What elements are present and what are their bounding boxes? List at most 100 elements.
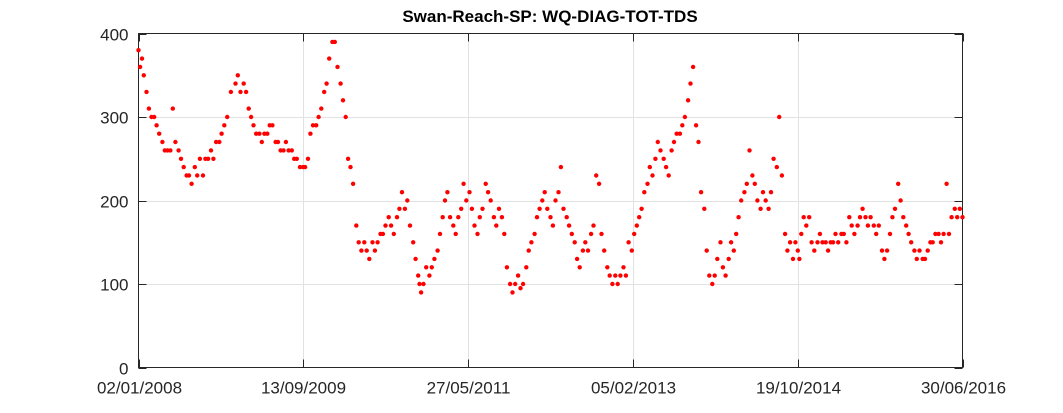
data-point <box>680 123 685 128</box>
data-point <box>613 273 618 278</box>
y-tick-label: 100 <box>100 276 128 295</box>
data-point <box>825 248 831 253</box>
data-point <box>160 139 165 145</box>
data-point <box>322 89 327 95</box>
data-point <box>168 148 173 153</box>
data-point <box>723 273 728 278</box>
data-point <box>917 248 922 253</box>
data-point <box>642 190 647 195</box>
data-point <box>217 139 222 145</box>
data-point <box>141 73 146 78</box>
data-point <box>542 190 547 195</box>
data-point <box>238 89 243 95</box>
data-point <box>865 223 871 228</box>
data-point <box>375 240 380 245</box>
data-point <box>464 198 469 203</box>
y-tick-label: 300 <box>100 109 128 128</box>
data-point <box>946 231 952 237</box>
data-point <box>744 181 749 186</box>
data-point <box>545 206 550 211</box>
data-point <box>698 190 704 195</box>
data-point <box>879 248 885 253</box>
data-point <box>146 106 152 111</box>
y-tick-label: 200 <box>100 193 128 212</box>
data-point <box>618 273 623 278</box>
data-point <box>602 248 607 253</box>
data-point <box>922 256 928 262</box>
data-point <box>526 248 531 253</box>
data-point <box>189 181 194 186</box>
data-point <box>685 98 691 103</box>
data-point <box>173 139 178 145</box>
data-point <box>219 131 224 136</box>
data-point <box>591 223 596 228</box>
data-point <box>518 286 523 291</box>
plot-area <box>138 33 963 368</box>
data-point <box>760 190 766 195</box>
data-point <box>407 223 413 228</box>
data-point <box>637 215 642 220</box>
data-point <box>483 181 488 186</box>
data-point <box>693 123 699 128</box>
data-point <box>795 248 800 253</box>
data-point <box>305 156 311 161</box>
data-point <box>841 231 846 237</box>
data-point <box>469 206 475 211</box>
data-point <box>892 206 898 211</box>
data-point <box>847 215 852 220</box>
data-point <box>504 265 510 270</box>
data-point <box>222 123 227 128</box>
data-point <box>583 240 588 245</box>
data-point <box>197 156 203 161</box>
data-point <box>655 139 660 145</box>
data-point <box>475 231 480 237</box>
data-point <box>413 256 418 262</box>
data-point <box>228 89 234 95</box>
data-point <box>324 81 329 86</box>
data-point <box>807 215 812 220</box>
data-point <box>453 231 458 237</box>
data-point <box>666 173 671 178</box>
data-point <box>394 215 400 220</box>
data-point <box>297 164 303 170</box>
data-point <box>820 240 825 245</box>
data-point <box>241 81 246 86</box>
data-point <box>830 240 836 245</box>
data-point <box>418 290 424 295</box>
data-point <box>876 223 881 228</box>
data-point <box>435 248 440 253</box>
data-point <box>707 273 712 278</box>
data-point <box>515 273 521 278</box>
data-point <box>702 206 707 211</box>
data-point <box>367 256 372 262</box>
data-point <box>243 89 249 95</box>
data-point <box>429 265 434 270</box>
data-point <box>690 64 696 70</box>
data-point <box>671 139 677 145</box>
data-point <box>941 231 946 237</box>
data-point <box>144 89 149 95</box>
data-point <box>558 164 564 170</box>
data-point <box>383 223 388 228</box>
data-point <box>909 240 914 245</box>
data-point <box>152 114 157 120</box>
data-point <box>411 240 416 245</box>
data-point <box>912 248 917 253</box>
data-point <box>338 81 343 86</box>
data-point <box>852 231 857 237</box>
data-point <box>634 223 639 228</box>
data-point <box>599 231 604 237</box>
data-point <box>308 131 313 136</box>
data-point <box>731 248 736 253</box>
data-point <box>734 231 739 237</box>
data-point <box>289 148 294 153</box>
data-point <box>513 281 518 287</box>
data-point <box>849 223 854 228</box>
data-point <box>451 223 456 228</box>
data-point <box>790 256 796 262</box>
data-point <box>914 256 919 262</box>
data-point <box>890 215 895 220</box>
x-tick-label: 05/02/2013 <box>591 379 676 398</box>
data-point <box>257 131 262 136</box>
data-point <box>397 206 402 211</box>
